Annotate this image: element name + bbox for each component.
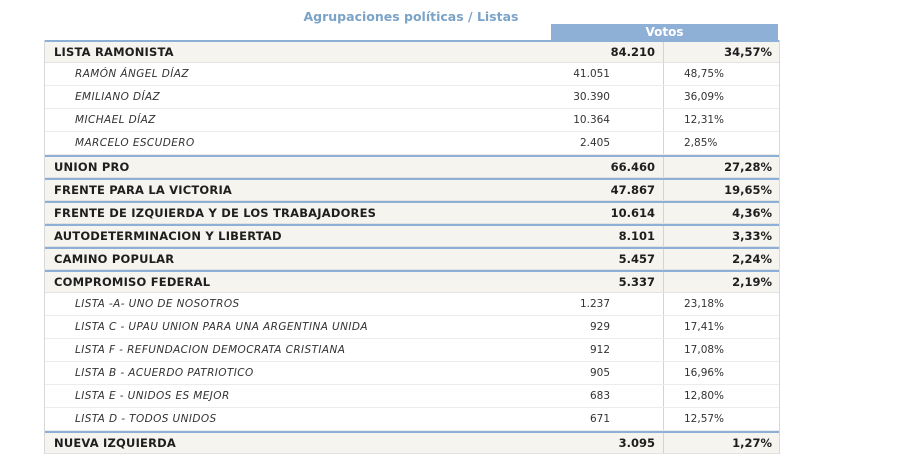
percent-value: 1,27% <box>732 436 772 450</box>
list-row: MICHAEL DÍAZ 10.364 12,31% <box>45 109 779 132</box>
party-name: AUTODETERMINACION Y LIBERTAD <box>54 229 282 243</box>
list-name: LISTA F - REFUNDACION DEMOCRATA CRISTIAN… <box>75 344 346 356</box>
percent-value: 2,19% <box>732 275 772 289</box>
column-divider <box>663 339 664 361</box>
votes-value: 683 <box>589 390 610 402</box>
column-divider <box>663 203 664 223</box>
column-divider <box>663 180 664 200</box>
column-divider <box>663 385 664 407</box>
list-name: LISTA C - UPAU UNION PARA UNA ARGENTINA … <box>75 321 368 333</box>
percent-value: 4,36% <box>732 206 772 220</box>
column-divider <box>663 132 664 154</box>
votes-value: 905 <box>589 367 610 379</box>
column-divider <box>663 226 664 246</box>
votes-value: 5.457 <box>618 252 655 266</box>
results-table: LISTA RAMONISTA 84.210 34,57% RAMÓN ÁNGEL D… <box>44 40 780 454</box>
party-name: COMPROMISO FEDERAL <box>54 275 211 289</box>
list-name: MARCELO ESCUDERO <box>75 137 195 149</box>
column-divider <box>663 157 664 177</box>
votes-value: 1.237 <box>579 298 610 310</box>
votes-value: 912 <box>589 344 610 356</box>
votes-value: 10.614 <box>610 206 655 220</box>
percent-value: 17,41% <box>684 321 725 333</box>
list-name: MICHAEL DÍAZ <box>75 114 156 126</box>
party-name: UNION PRO <box>54 160 130 174</box>
list-row: MARCELO ESCUDERO 2.405 2,85% <box>45 132 779 155</box>
votes-value: 5.337 <box>618 275 655 289</box>
party-row: FRENTE DE IZQUIERDA Y DE LOS TRABAJADORE… <box>45 201 779 224</box>
votes-value: 30.390 <box>573 91 610 103</box>
column-divider <box>663 293 664 315</box>
votes-value: 671 <box>589 413 610 425</box>
percent-value: 12,31% <box>684 114 725 126</box>
list-row: LISTA E - UNIDOS ES MEJOR 683 12,80% <box>45 385 779 408</box>
percent-value: 3,33% <box>732 229 772 243</box>
column-divider <box>663 362 664 384</box>
votes-value: 41.051 <box>573 68 610 80</box>
list-name: LISTA E - UNIDOS ES MEJOR <box>75 390 230 402</box>
list-name: LISTA -A- UNO DE NOSOTROS <box>75 298 240 310</box>
party-row: AUTODETERMINACION Y LIBERTAD 8.101 3,33% <box>45 224 779 247</box>
party-name: CAMINO POPULAR <box>54 252 175 266</box>
percent-value: 27,28% <box>724 160 772 174</box>
party-row: CAMINO POPULAR 5.457 2,24% <box>45 247 779 270</box>
percent-value: 16,96% <box>684 367 725 379</box>
percent-value: 2,85% <box>684 137 718 149</box>
list-row: LISTA B - ACUERDO PATRIOTICO 905 16,96% <box>45 362 779 385</box>
column-divider <box>663 109 664 131</box>
percent-value: 12,80% <box>684 390 725 402</box>
votes-value: 929 <box>589 321 610 333</box>
votes-value: 84.210 <box>610 45 655 59</box>
column-divider <box>663 42 664 62</box>
votes-value: 3.095 <box>618 436 655 450</box>
votes-value: 10.364 <box>573 114 610 126</box>
percent-value: 34,57% <box>724 45 772 59</box>
percent-value: 12,57% <box>684 413 725 425</box>
votes-value: 8.101 <box>618 229 655 243</box>
party-row: COMPROMISO FEDERAL 5.337 2,19% <box>45 270 779 293</box>
percent-value: 19,65% <box>724 183 772 197</box>
table-title: Agrupaciones políticas / Listas <box>303 9 519 24</box>
column-divider <box>663 316 664 338</box>
party-row: LISTA RAMONISTA 84.210 34,57% <box>45 40 779 63</box>
column-divider <box>663 433 664 453</box>
list-row: LISTA -A- UNO DE NOSOTROS 1.237 23,18% <box>45 293 779 316</box>
list-row: EMILIANO DÍAZ 30.390 36,09% <box>45 86 779 109</box>
percent-value: 2,24% <box>732 252 772 266</box>
list-row: LISTA F - REFUNDACION DEMOCRATA CRISTIAN… <box>45 339 779 362</box>
party-name: FRENTE DE IZQUIERDA Y DE LOS TRABAJADORE… <box>54 206 377 220</box>
party-name: LISTA RAMONISTA <box>54 45 174 59</box>
list-name: EMILIANO DÍAZ <box>75 91 161 103</box>
percent-value: 48,75% <box>684 68 725 80</box>
percent-value: 23,18% <box>684 298 725 310</box>
party-row: NUEVA IZQUIERDA 3.095 1,27% <box>45 431 779 454</box>
list-row: RAMÓN ÁNGEL DÍAZ 41.051 48,75% <box>45 63 779 86</box>
list-name: LISTA D - TODOS UNIDOS <box>75 413 217 425</box>
list-row: LISTA D - TODOS UNIDOS 671 12,57% <box>45 408 779 431</box>
column-divider <box>663 408 664 430</box>
votes-value: 47.867 <box>610 183 655 197</box>
list-name: LISTA B - ACUERDO PATRIOTICO <box>75 367 254 379</box>
party-name: NUEVA IZQUIERDA <box>54 436 177 450</box>
column-divider <box>663 272 664 292</box>
party-row: UNION PRO 66.460 27,28% <box>45 155 779 178</box>
party-row: FRENTE PARA LA VICTORIA 47.867 19,65% <box>45 178 779 201</box>
votes-value: 2.405 <box>579 137 610 149</box>
column-divider <box>663 249 664 269</box>
column-divider <box>663 86 664 108</box>
column-divider <box>663 63 664 85</box>
percent-value: 36,09% <box>684 91 725 103</box>
list-row: LISTA C - UPAU UNION PARA UNA ARGENTINA … <box>45 316 779 339</box>
percent-value: 17,08% <box>684 344 725 356</box>
list-name: RAMÓN ÁNGEL DÍAZ <box>75 68 189 80</box>
party-name: FRENTE PARA LA VICTORIA <box>54 183 233 197</box>
votos-column-header: Votos <box>551 24 778 40</box>
votes-value: 66.460 <box>610 160 655 174</box>
